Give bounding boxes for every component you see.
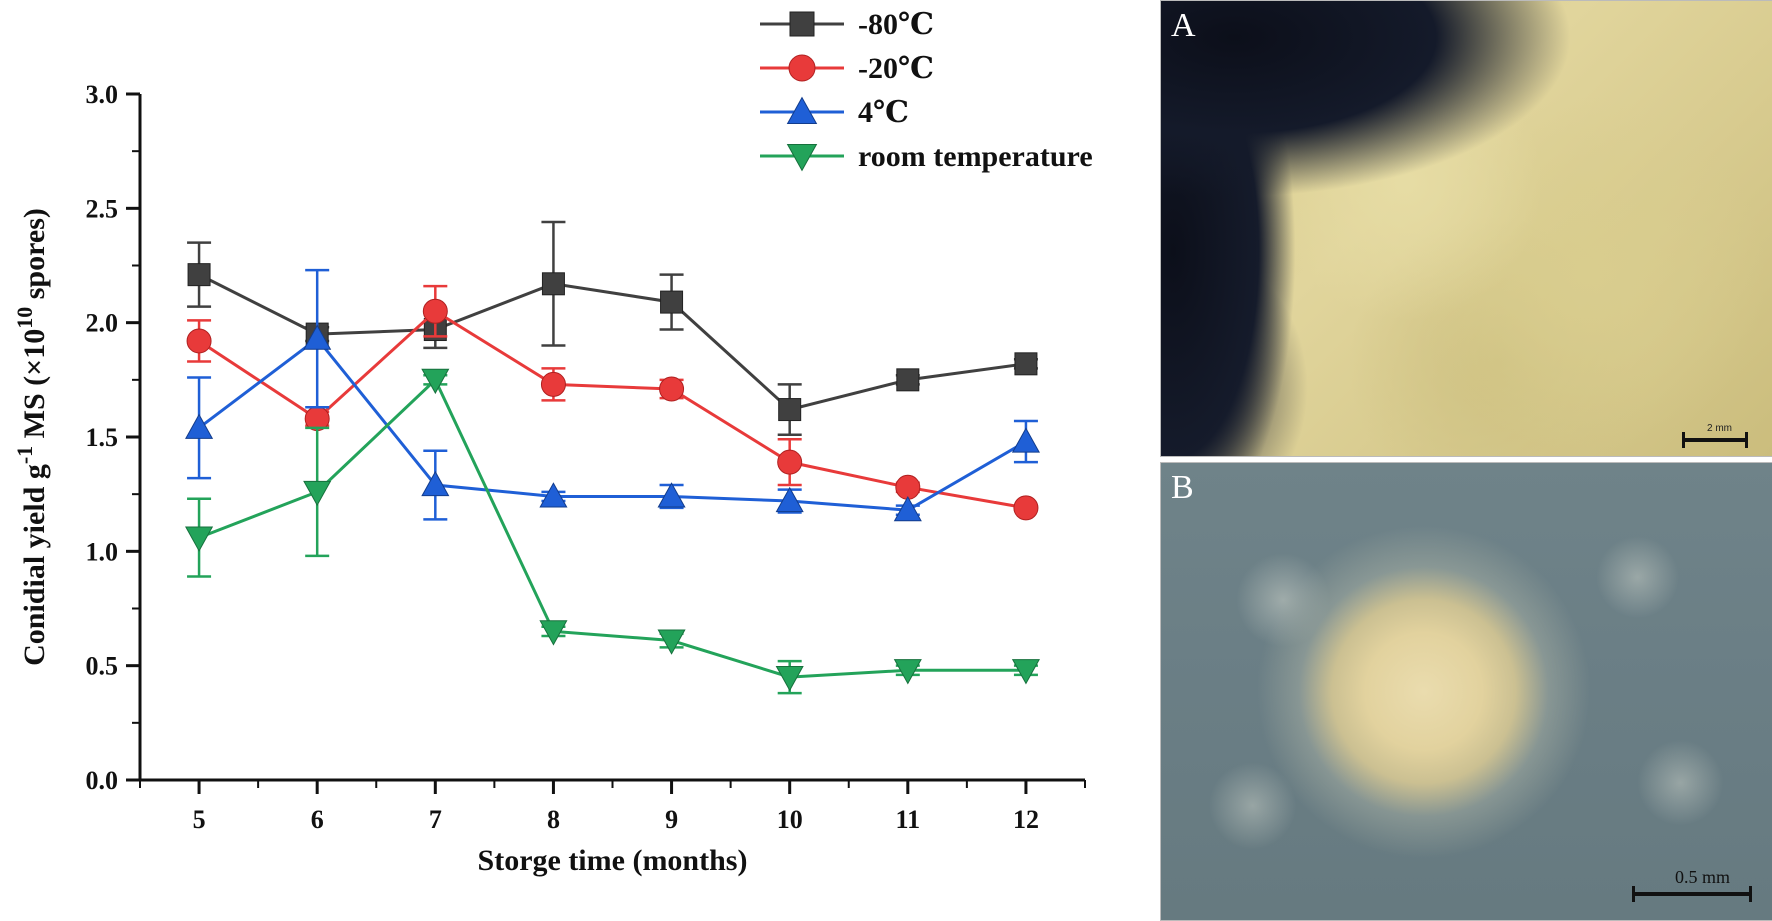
marker-square: [187, 263, 211, 287]
marker-circle: [788, 54, 816, 82]
panel-label-a: A: [1171, 7, 1196, 44]
y-tick-label: 1.5: [86, 423, 119, 452]
x-tick-label: 8: [547, 805, 560, 834]
marker-circle: [422, 298, 448, 324]
y-tick-label: 3.0: [86, 80, 119, 109]
scale-bar-b: [1632, 886, 1752, 902]
chart-svg: 0.0 0.5 1.0 1.5 2.0 2.5 3.0 5 6 7 8 9 10 11 12 -80℃ -20…: [12, 8, 1093, 877]
series-line: [198, 309, 1027, 510]
marker-triangle-down: [1011, 659, 1040, 685]
legend-label: -80℃: [858, 8, 934, 41]
y-axis-title-mid: MS (×10: [18, 329, 51, 446]
series-1: [186, 284, 1039, 521]
marker-circle: [540, 371, 566, 397]
x-tick-label: 11: [896, 805, 921, 834]
marker-circle: [895, 474, 921, 500]
photo-panel-a: A 2 mm: [1160, 0, 1772, 457]
legend-label: 4℃: [858, 96, 909, 129]
series-2: [185, 268, 1040, 522]
scale-bar-label-a: 2 mm: [1707, 423, 1732, 434]
legend-label: room temperature: [858, 140, 1093, 173]
marker-triangle-up: [786, 96, 818, 125]
marker-square: [541, 272, 565, 296]
series-line: [198, 336, 1027, 512]
scale-bar-label-b: 0.5 mm: [1674, 867, 1730, 887]
series-0: [187, 220, 1038, 436]
y-axis-title: Conidial yield g-1 MS (×1010 spores): [12, 208, 52, 666]
marker-triangle-down: [657, 629, 686, 655]
y-tick-label: 2.5: [86, 194, 119, 223]
legend: -80℃ -20℃ 4℃ room temperature: [760, 8, 1093, 173]
x-tick-label: 5: [193, 805, 206, 834]
marker-triangle-down: [303, 480, 332, 507]
panel-label-b: B: [1171, 469, 1194, 506]
marker-triangle-down: [185, 526, 214, 552]
marker-triangle-up: [1011, 427, 1040, 453]
marker-triangle-up: [775, 486, 804, 513]
marker-circle: [186, 328, 212, 354]
x-tick-label: 12: [1013, 805, 1039, 834]
y-tick-label: 0.5: [86, 652, 119, 681]
marker-circle: [659, 376, 685, 402]
y-tick-label: 0.0: [86, 766, 119, 795]
y-tick-label: 2.0: [86, 309, 119, 338]
photo-panel-b: B 0.5 mm: [1160, 462, 1772, 921]
marker-triangle-up: [421, 470, 450, 497]
x-tick-label: 7: [429, 805, 442, 834]
marker-triangle-up: [893, 495, 922, 522]
x-tick-label: 6: [311, 805, 324, 834]
y-axis-title-end: spores): [18, 208, 51, 307]
axes: 0.0 0.5 1.0 1.5 2.0 2.5 3.0 5 6 7 8 9 10 11 12: [86, 80, 1086, 834]
marker-triangle-down: [775, 666, 804, 692]
legend-label: -20℃: [858, 52, 934, 85]
x-axis-title: Storge time (months): [478, 844, 748, 877]
scale-bar-a: [1682, 432, 1748, 448]
x-tick-label: 9: [665, 805, 678, 834]
y-axis-title-sup1: -1: [12, 446, 37, 464]
marker-square: [660, 290, 684, 314]
marker-square: [896, 368, 920, 392]
x-tick-label: 10: [777, 805, 803, 834]
series-line: [198, 377, 1026, 679]
marker-triangle-up: [185, 413, 214, 439]
marker-triangle-up: [657, 482, 686, 508]
marker-circle: [777, 449, 803, 475]
y-axis-title-main: Conidial yield g: [18, 464, 51, 666]
marker-triangle-down: [786, 143, 818, 172]
line-chart: 0.0 0.5 1.0 1.5 2.0 2.5 3.0 5 6 7 8 9 10 11 12 -80℃ -20…: [12, 8, 1093, 877]
marker-triangle-up: [303, 324, 332, 350]
marker-triangle-down: [421, 368, 450, 395]
marker-triangle-down: [539, 620, 568, 646]
y-axis-title-sup2: 10: [12, 307, 37, 329]
marker-triangle-up: [539, 482, 568, 508]
marker-square: [1014, 352, 1038, 376]
marker-circle: [1013, 495, 1039, 521]
series-layer: [185, 220, 1040, 695]
series-line: [198, 273, 1027, 412]
marker-triangle-down: [893, 659, 922, 685]
series-3: [185, 368, 1040, 695]
marker-square: [778, 398, 802, 422]
marker-square: [789, 11, 815, 37]
y-tick-label: 1.0: [86, 537, 119, 566]
